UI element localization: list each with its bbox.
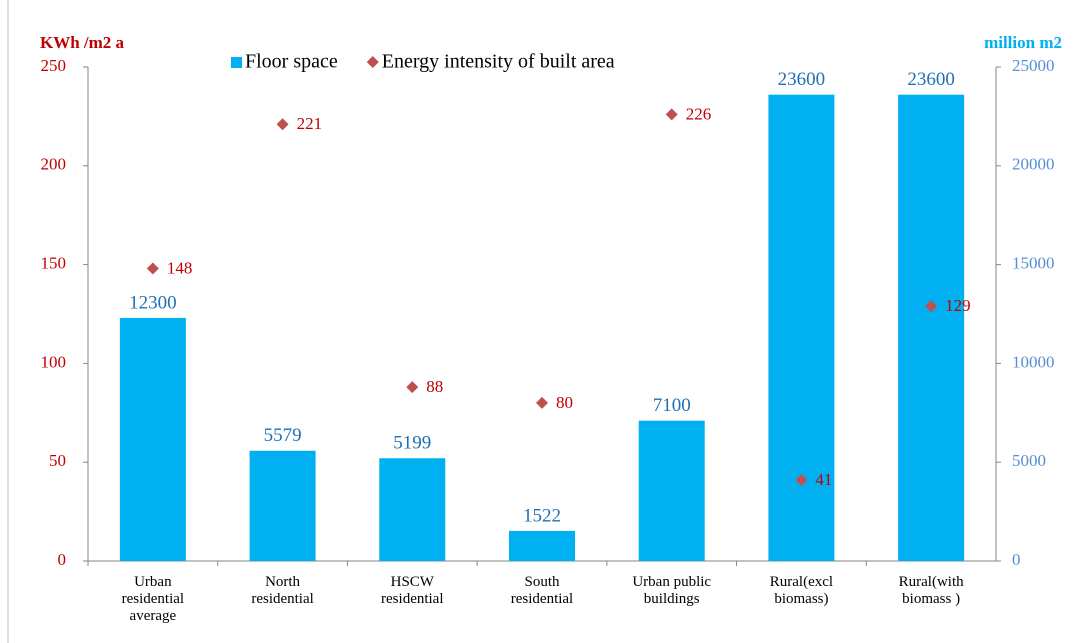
marker (146, 262, 159, 275)
x-tick-label: HSCW residential (381, 574, 443, 607)
marker-value-label: 41 (815, 470, 832, 489)
marker (795, 473, 808, 486)
legend-swatch (231, 57, 242, 68)
marker-value-label: 226 (686, 104, 712, 123)
y2-axis-label: million m2 (984, 33, 1062, 52)
marker-value-label: 221 (297, 114, 323, 133)
bar-value-label: 5199 (393, 433, 431, 454)
x-tick-label: Urban residential average (122, 574, 184, 624)
bar (509, 530, 575, 561)
bar (768, 94, 835, 561)
x-tick-label: Rural(with biomass ) (899, 574, 964, 607)
y-tick-label: 200 (41, 155, 67, 174)
y2-tick-label: 5000 (1012, 451, 1046, 470)
bar-value-label: 5579 (264, 425, 302, 446)
marker-value-label: 129 (945, 296, 971, 315)
bar (249, 450, 316, 561)
bar-value-label: 23600 (907, 69, 955, 90)
marker (536, 396, 548, 409)
y2-tick-label: 10000 (1012, 352, 1055, 371)
legend-label: Floor space (245, 51, 338, 73)
x-tick-label: South residential (511, 574, 573, 607)
y2-tick-label: 20000 (1012, 155, 1055, 174)
bar-value-label: 23600 (778, 69, 826, 90)
y2-tick-label: 15000 (1012, 254, 1055, 273)
bar (379, 458, 446, 561)
x-tick-label: Rural(excl biomass) (770, 574, 833, 607)
x-tick-label: Urban public buildings (632, 574, 711, 607)
legend-swatch (366, 56, 379, 68)
marker-value-label: 148 (167, 258, 193, 277)
marker-value-label: 88 (426, 377, 443, 396)
y2-tick-label: 0 (1012, 550, 1021, 569)
y2-tick-label: 25000 (1012, 56, 1055, 75)
bar-value-label: 7100 (653, 395, 691, 416)
y-tick-label: 250 (41, 56, 67, 75)
marker (925, 300, 938, 313)
marker (665, 108, 678, 121)
x-tick-label: North residential (251, 574, 313, 607)
bar (638, 420, 705, 561)
marker (276, 118, 289, 131)
marker (406, 381, 419, 394)
y-tick-label: 100 (41, 352, 67, 371)
y-tick-label: 50 (49, 451, 66, 470)
bar (119, 317, 186, 561)
y-axis-label: KWh /m2 a (40, 33, 125, 52)
bar-value-label: 12300 (129, 292, 177, 313)
marker-value-label: 80 (556, 393, 573, 412)
bar (898, 94, 965, 561)
bar-value-label: 1522 (523, 505, 561, 526)
legend-label: Energy intensity of built area (382, 51, 615, 73)
y-tick-label: 150 (41, 254, 67, 273)
y-tick-label: 0 (58, 550, 67, 569)
